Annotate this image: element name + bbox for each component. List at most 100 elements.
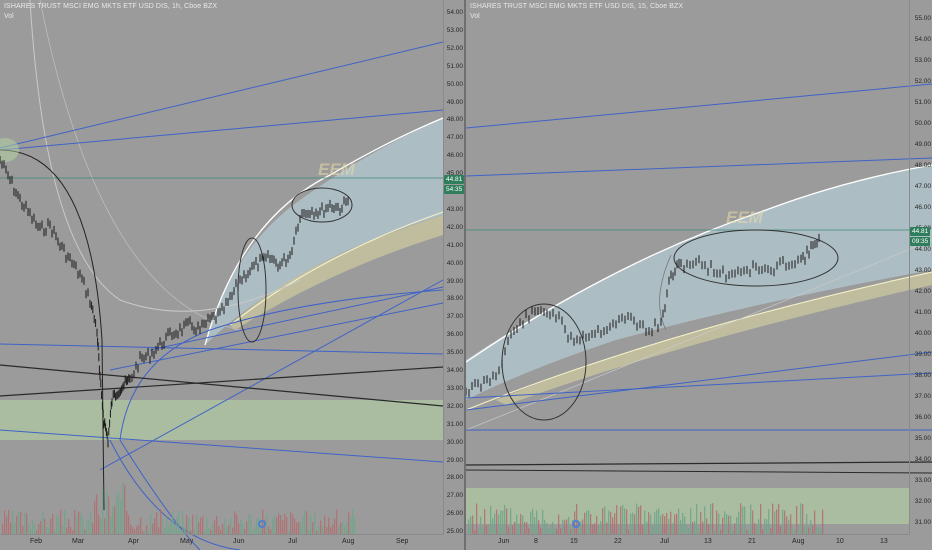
volume-bar <box>350 516 352 535</box>
time-tick-label: Jul <box>660 538 669 545</box>
volume-bar <box>760 503 762 535</box>
trend-line <box>466 83 932 129</box>
volume-bar <box>712 503 714 535</box>
volume-bar <box>508 526 510 535</box>
arc-line <box>466 164 932 363</box>
volume-bar <box>694 521 696 535</box>
price-tick-label: 36.00 <box>446 331 463 339</box>
price-scale[interactable]: 55.00 54.00 53.00 52.00 51.00 50.00 49.00 48.00… <box>909 0 932 535</box>
volume-bar <box>226 527 228 535</box>
volume-bar <box>250 514 252 535</box>
volume-bar <box>190 530 192 535</box>
volume-bar <box>266 513 268 535</box>
volume-bar <box>292 514 294 535</box>
arc-fill-region <box>230 215 443 330</box>
price-tick-label: 44.00 <box>914 246 931 253</box>
event-marker-icon[interactable] <box>572 520 580 528</box>
volume-bar <box>670 511 672 535</box>
trend-line <box>466 469 932 474</box>
volume-bar <box>76 516 78 535</box>
volume-bar <box>340 522 342 535</box>
volume-bar <box>768 509 770 535</box>
trend-line <box>149 286 444 351</box>
price-tick-label: 46.00 <box>446 152 463 160</box>
volume-bar <box>500 510 502 535</box>
volume-bar <box>640 505 642 535</box>
volume-bar <box>180 530 182 535</box>
volume-bar <box>36 530 38 535</box>
volume-bar <box>764 518 766 535</box>
trend-line <box>109 302 444 371</box>
volume-bar <box>548 528 550 535</box>
volume-bar <box>576 503 578 535</box>
time-tick-label: 22 <box>614 538 622 545</box>
volume-bar <box>732 529 734 535</box>
chart-pane-left[interactable]: ISHARES TRUST MSCI EMG MKTS ETF USD DIS,… <box>0 0 464 550</box>
volume-bar <box>50 518 52 535</box>
volume-bar <box>748 530 750 535</box>
ellipse-drawing <box>291 187 353 223</box>
volume-bar <box>582 519 584 535</box>
volume-bar <box>782 509 784 535</box>
volume-bar <box>754 523 756 535</box>
time-axis[interactable]: Feb Mar Apr May Jun Jul Aug Sep <box>0 534 443 550</box>
volume-bar <box>472 515 474 535</box>
volume-bar <box>60 510 62 535</box>
volume-bar <box>724 511 726 535</box>
volume-bar <box>468 519 470 535</box>
chart-canvas-right[interactable] <box>466 0 932 550</box>
chart-canvas-left[interactable] <box>0 0 464 550</box>
volume-bar <box>122 482 124 535</box>
volume-bar <box>798 525 800 535</box>
volume-bar <box>168 524 170 535</box>
volume-bar <box>244 528 246 535</box>
volume-bar <box>264 519 266 535</box>
time-tick-label: 13 <box>704 538 712 545</box>
trend-line <box>0 364 444 407</box>
volume-bar <box>758 519 760 535</box>
price-tick-label: 49.00 <box>446 98 463 106</box>
volume-bar <box>196 514 198 535</box>
volume-bar <box>682 512 684 535</box>
volume-legend: Vol <box>4 13 14 20</box>
volume-bar <box>592 524 594 535</box>
chart-pane-right[interactable]: ISHARES TRUST MSCI EMG MKTS ETF USD DIS,… <box>466 0 932 550</box>
price-tick-label: 39.00 <box>446 277 463 285</box>
symbol-title: ISHARES TRUST MSCI EMG MKTS ETF USD DIS,… <box>4 3 218 10</box>
volume-bar <box>216 515 218 535</box>
volume-bar <box>544 519 546 535</box>
volume-bar <box>498 514 500 535</box>
volume-bar <box>562 519 564 535</box>
trend-line <box>99 279 444 471</box>
volume-bar <box>296 522 298 535</box>
volume-bar <box>502 510 504 535</box>
volume-bar <box>616 505 618 535</box>
volume-bar <box>64 510 66 535</box>
volume-bar <box>698 528 700 535</box>
volume-bar <box>570 528 572 535</box>
volume-bar <box>352 509 354 535</box>
volume-bar <box>48 527 50 535</box>
volume-bar <box>522 515 524 535</box>
price-scale[interactable]: 54.00 53.00 52.00 51.00 50.00 49.00 48.00 47.00… <box>443 0 464 535</box>
last-price-badge: 44.81 <box>910 227 931 236</box>
volume-bar <box>486 525 488 535</box>
event-marker-icon[interactable] <box>258 520 266 528</box>
price-tick-label: 52.00 <box>914 78 931 85</box>
volume-bar <box>110 517 112 535</box>
volume-bar <box>130 524 132 535</box>
volume-bar <box>184 526 186 535</box>
volume-bar <box>236 514 238 535</box>
volume-bar <box>614 513 616 535</box>
volume-bar <box>550 525 552 535</box>
price-tick-label: 30.00 <box>446 438 463 446</box>
price-tick-label: 41.00 <box>446 241 463 249</box>
time-axis[interactable]: Jun 8 15 22 Jul 13 21 Aug 10 13 <box>466 534 909 550</box>
arc-line <box>466 271 932 411</box>
pane-divider[interactable] <box>464 0 466 550</box>
volume-bar <box>100 518 102 535</box>
price-tick-label: 31.00 <box>914 519 931 526</box>
volume-bar <box>78 511 80 535</box>
volume-bar <box>172 512 174 535</box>
volume-bar <box>554 528 556 535</box>
